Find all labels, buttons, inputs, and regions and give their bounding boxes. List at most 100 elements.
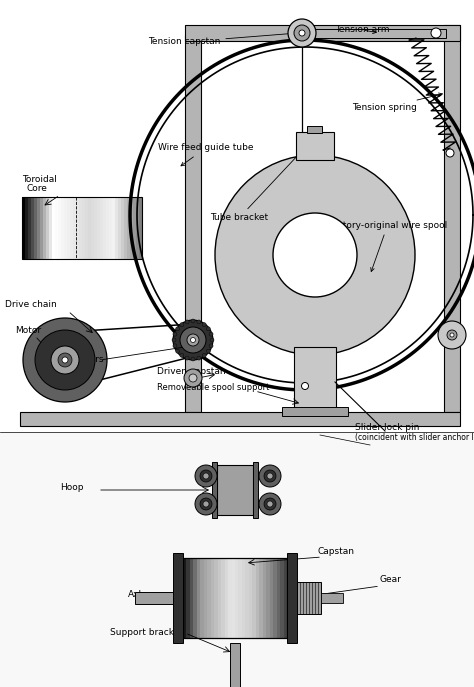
Bar xyxy=(242,558,246,638)
Circle shape xyxy=(51,346,79,374)
Bar xyxy=(133,197,137,259)
Bar xyxy=(230,643,240,687)
Bar xyxy=(20,412,460,426)
Bar xyxy=(58,197,62,259)
Bar xyxy=(283,558,288,638)
Circle shape xyxy=(185,320,189,324)
Bar xyxy=(183,558,287,638)
Bar xyxy=(52,197,55,259)
Circle shape xyxy=(191,337,195,343)
Text: Tube bracket: Tube bracket xyxy=(210,139,312,223)
Circle shape xyxy=(209,332,213,336)
Text: Capstan: Capstan xyxy=(318,547,355,556)
Circle shape xyxy=(195,493,217,515)
Circle shape xyxy=(180,353,184,357)
Bar xyxy=(193,558,197,638)
Bar xyxy=(296,132,334,160)
Bar xyxy=(444,25,460,412)
Bar xyxy=(183,558,187,638)
Circle shape xyxy=(203,501,209,507)
Bar xyxy=(235,558,239,638)
Circle shape xyxy=(294,25,310,41)
Bar xyxy=(173,553,183,643)
Text: Factory-original wire spool: Factory-original wire spool xyxy=(328,221,447,271)
Bar xyxy=(70,197,73,259)
Bar xyxy=(135,592,173,604)
Bar xyxy=(130,197,134,259)
Bar xyxy=(100,197,103,259)
Bar xyxy=(76,197,80,259)
Text: Wire feed guide tube: Wire feed guide tube xyxy=(158,144,254,166)
Circle shape xyxy=(23,318,107,402)
Bar xyxy=(263,558,267,638)
Bar xyxy=(212,462,217,518)
Circle shape xyxy=(259,493,281,515)
Bar xyxy=(280,558,284,638)
Circle shape xyxy=(58,353,72,367)
Bar xyxy=(0,432,474,687)
Bar xyxy=(238,558,242,638)
Circle shape xyxy=(172,338,176,342)
Bar xyxy=(290,29,446,38)
Circle shape xyxy=(446,149,454,157)
Text: Removeable spool support: Removeable spool support xyxy=(157,383,269,392)
Circle shape xyxy=(195,465,217,487)
Circle shape xyxy=(215,155,415,355)
Bar xyxy=(204,558,208,638)
Circle shape xyxy=(264,470,276,482)
Text: Motor: Motor xyxy=(15,326,41,335)
Text: Gear: Gear xyxy=(380,575,402,584)
Bar xyxy=(282,407,348,416)
Text: (coincident with slider anchor loop): (coincident with slider anchor loop) xyxy=(355,433,474,442)
Bar xyxy=(64,197,67,259)
Bar xyxy=(109,197,112,259)
Bar xyxy=(253,462,258,518)
Bar xyxy=(73,197,76,259)
Circle shape xyxy=(206,327,210,331)
Bar xyxy=(121,197,125,259)
Circle shape xyxy=(299,30,305,36)
Bar xyxy=(186,558,191,638)
Circle shape xyxy=(267,473,273,479)
Bar xyxy=(49,197,53,259)
Bar xyxy=(82,197,85,259)
Circle shape xyxy=(259,465,281,487)
Circle shape xyxy=(450,333,454,337)
Bar xyxy=(124,197,128,259)
Bar xyxy=(211,558,215,638)
Bar xyxy=(46,197,49,259)
Bar xyxy=(25,197,28,259)
Bar xyxy=(31,197,35,259)
Circle shape xyxy=(431,28,441,38)
Bar xyxy=(115,197,118,259)
Bar xyxy=(221,558,225,638)
Circle shape xyxy=(187,334,199,346)
Bar xyxy=(218,558,222,638)
Circle shape xyxy=(62,357,68,363)
Circle shape xyxy=(438,321,466,349)
Circle shape xyxy=(202,353,206,357)
Circle shape xyxy=(200,498,212,510)
Bar xyxy=(61,197,64,259)
Circle shape xyxy=(210,338,214,342)
Text: Tension arm: Tension arm xyxy=(335,25,390,34)
Bar xyxy=(321,593,343,603)
Circle shape xyxy=(209,344,213,348)
Bar xyxy=(225,558,228,638)
Bar xyxy=(214,558,218,638)
Circle shape xyxy=(189,374,197,382)
Bar xyxy=(88,197,91,259)
Bar xyxy=(40,197,44,259)
Bar xyxy=(273,558,277,638)
Bar xyxy=(207,558,211,638)
Circle shape xyxy=(173,344,177,348)
Circle shape xyxy=(200,470,212,482)
Text: Driven capstan: Driven capstan xyxy=(157,367,226,376)
Circle shape xyxy=(296,27,308,39)
Bar xyxy=(252,558,256,638)
Bar xyxy=(43,197,46,259)
Bar xyxy=(37,197,40,259)
Bar xyxy=(112,197,116,259)
Bar xyxy=(287,553,297,643)
Circle shape xyxy=(197,320,201,324)
